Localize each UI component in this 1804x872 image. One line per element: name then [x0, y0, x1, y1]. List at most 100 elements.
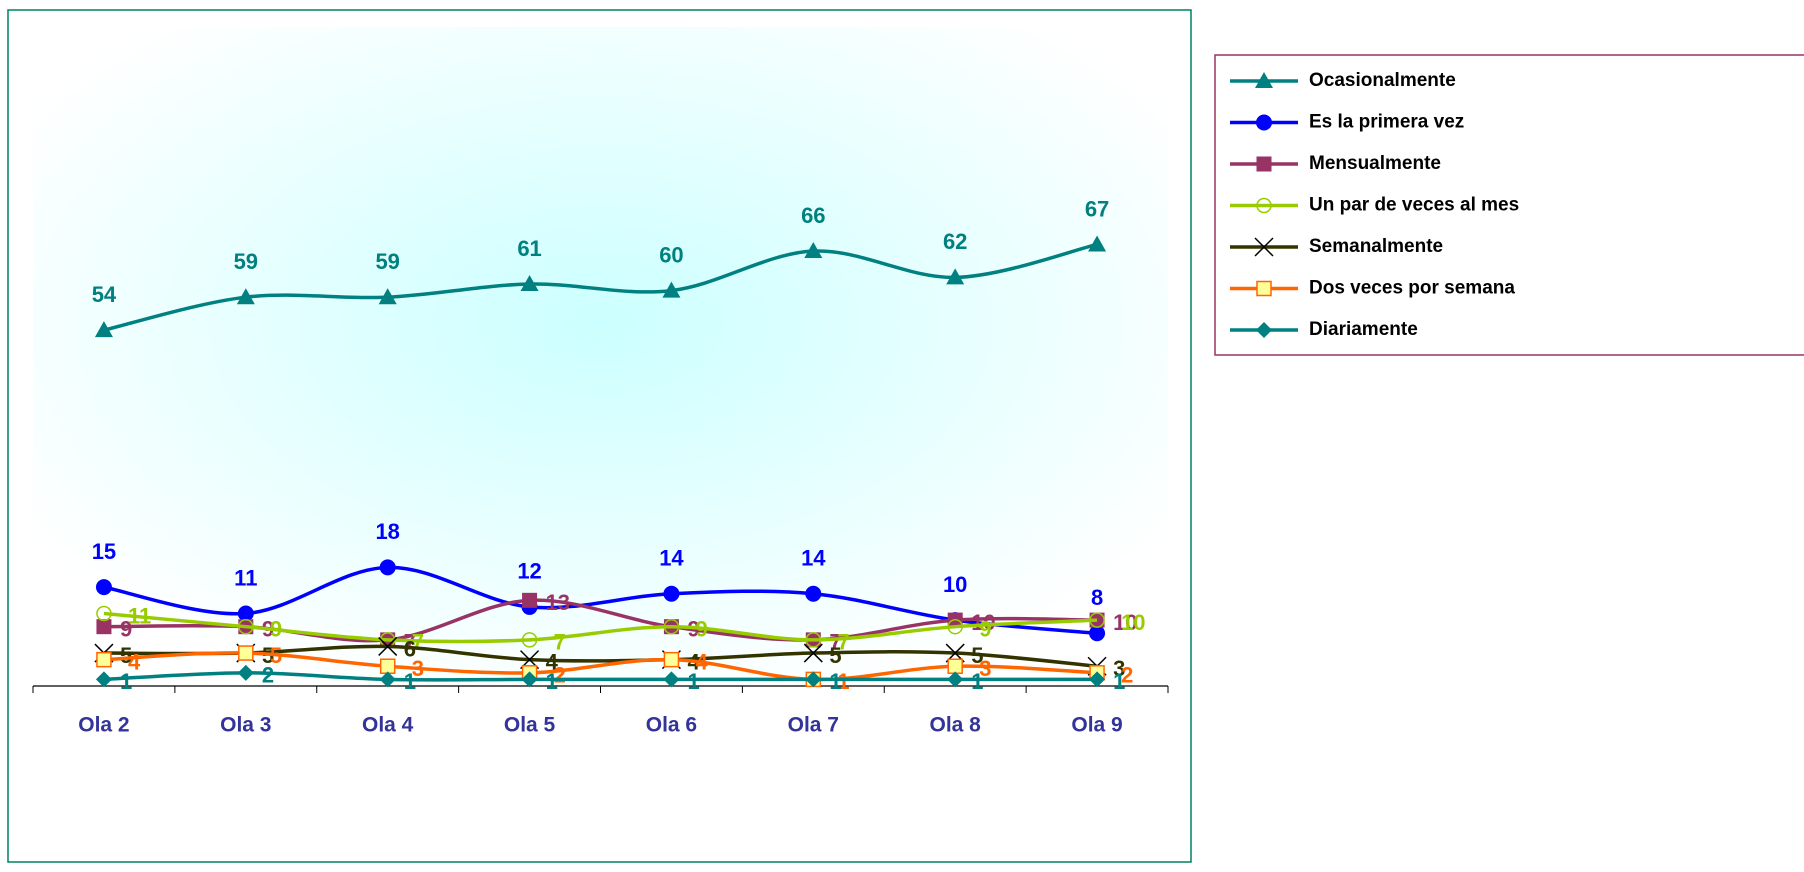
marker [378, 636, 398, 656]
x-tick-label: Ola 7 [788, 714, 839, 737]
marker [1089, 612, 1105, 628]
marker [521, 671, 538, 688]
series-line [103, 651, 1098, 682]
data-label: 8 [1091, 585, 1103, 610]
series-line [103, 611, 1098, 644]
data-label: 11 [128, 603, 151, 628]
marker [238, 618, 254, 635]
legend-label: Ocasionalmente [1309, 70, 1456, 91]
data-label: 13 [546, 590, 570, 615]
marker [1089, 671, 1106, 688]
data-label: 59 [375, 249, 399, 274]
data-label: 1 [829, 669, 841, 694]
data-label: 60 [659, 242, 683, 267]
marker [379, 671, 396, 688]
legend-marker [1256, 280, 1272, 297]
marker [379, 559, 396, 576]
data-label: 1 [971, 669, 983, 694]
marker [805, 585, 822, 602]
marker [803, 643, 823, 663]
marker [805, 671, 822, 688]
data-label: 62 [943, 229, 967, 254]
marker [95, 671, 112, 688]
data-label: 1 [120, 669, 132, 694]
data-label: 3 [979, 656, 991, 681]
marker [521, 632, 538, 648]
data-label: 4 [546, 649, 559, 674]
legend-marker [1256, 114, 1272, 131]
data-label: 12 [517, 559, 541, 584]
series-line [103, 671, 1098, 682]
marker [378, 288, 397, 305]
data-label: 14 [659, 546, 684, 571]
marker [236, 288, 255, 305]
marker [805, 632, 822, 648]
data-label: 3 [412, 656, 424, 681]
data-label: 11 [234, 565, 257, 590]
data-label: 4 [695, 649, 708, 674]
marker [947, 671, 964, 688]
marker [663, 618, 680, 635]
data-label: 1 [1113, 669, 1125, 694]
data-label: 10 [1113, 610, 1137, 635]
series-line [103, 242, 1098, 332]
x-tick-label: Ola 8 [930, 714, 982, 737]
data-label: 1 [404, 669, 416, 694]
marker [96, 619, 112, 635]
marker [96, 605, 112, 622]
series: 15 11 18 12 14 14 10 8 [92, 519, 1106, 642]
data-label: 3 [1113, 656, 1125, 681]
data-label: 1 [837, 669, 849, 694]
data-label: 10 [971, 610, 995, 635]
x-tick-label: Ola 4 [362, 714, 414, 737]
legend-marker [1256, 156, 1272, 172]
data-label: 4 [128, 649, 141, 674]
legend-marker [1255, 72, 1273, 88]
series-line [103, 565, 1098, 636]
x-tick-label: Ola 5 [504, 714, 556, 737]
marker [520, 275, 539, 292]
plot-area [33, 27, 1168, 686]
legend-label: Mensualmente [1309, 153, 1441, 174]
marker [946, 268, 965, 285]
data-label: 2 [554, 663, 566, 688]
data-label: 14 [801, 546, 826, 571]
marker [522, 592, 538, 608]
legend-label: Dos veces por semana [1309, 278, 1515, 299]
marker [238, 645, 254, 661]
data-label: 6 [404, 636, 416, 661]
marker [95, 579, 112, 596]
data-label: 66 [801, 203, 825, 228]
x-tick-label: Ola 6 [646, 714, 697, 737]
marker [237, 664, 254, 681]
x-tick-label: Ola 3 [220, 714, 271, 737]
data-label: 59 [234, 249, 258, 274]
data-label: 18 [375, 519, 399, 544]
data-label: 5 [120, 643, 132, 668]
marker [94, 321, 113, 338]
data-label: 5 [829, 643, 841, 668]
data-label: 9 [270, 617, 282, 642]
marker [804, 242, 823, 259]
data-label: 2 [1121, 663, 1133, 688]
data-label: 9 [120, 617, 132, 642]
data-label: 9 [979, 617, 991, 642]
data-label: 7 [837, 630, 849, 655]
marker [663, 651, 680, 668]
marker [237, 605, 254, 622]
marker [947, 658, 963, 674]
data-label: 67 [1085, 196, 1109, 221]
legend-marker [1256, 197, 1272, 214]
data-label: 54 [92, 282, 117, 307]
marker [663, 671, 680, 688]
legend-marker [1254, 237, 1274, 257]
marker [379, 658, 396, 674]
marker [1089, 625, 1106, 642]
data-label: 1 [546, 669, 558, 694]
legend-label: Un par de veces al mes [1309, 195, 1519, 216]
data-label: 7 [554, 630, 566, 655]
data-label: 5 [971, 643, 983, 668]
marker [1088, 235, 1107, 252]
